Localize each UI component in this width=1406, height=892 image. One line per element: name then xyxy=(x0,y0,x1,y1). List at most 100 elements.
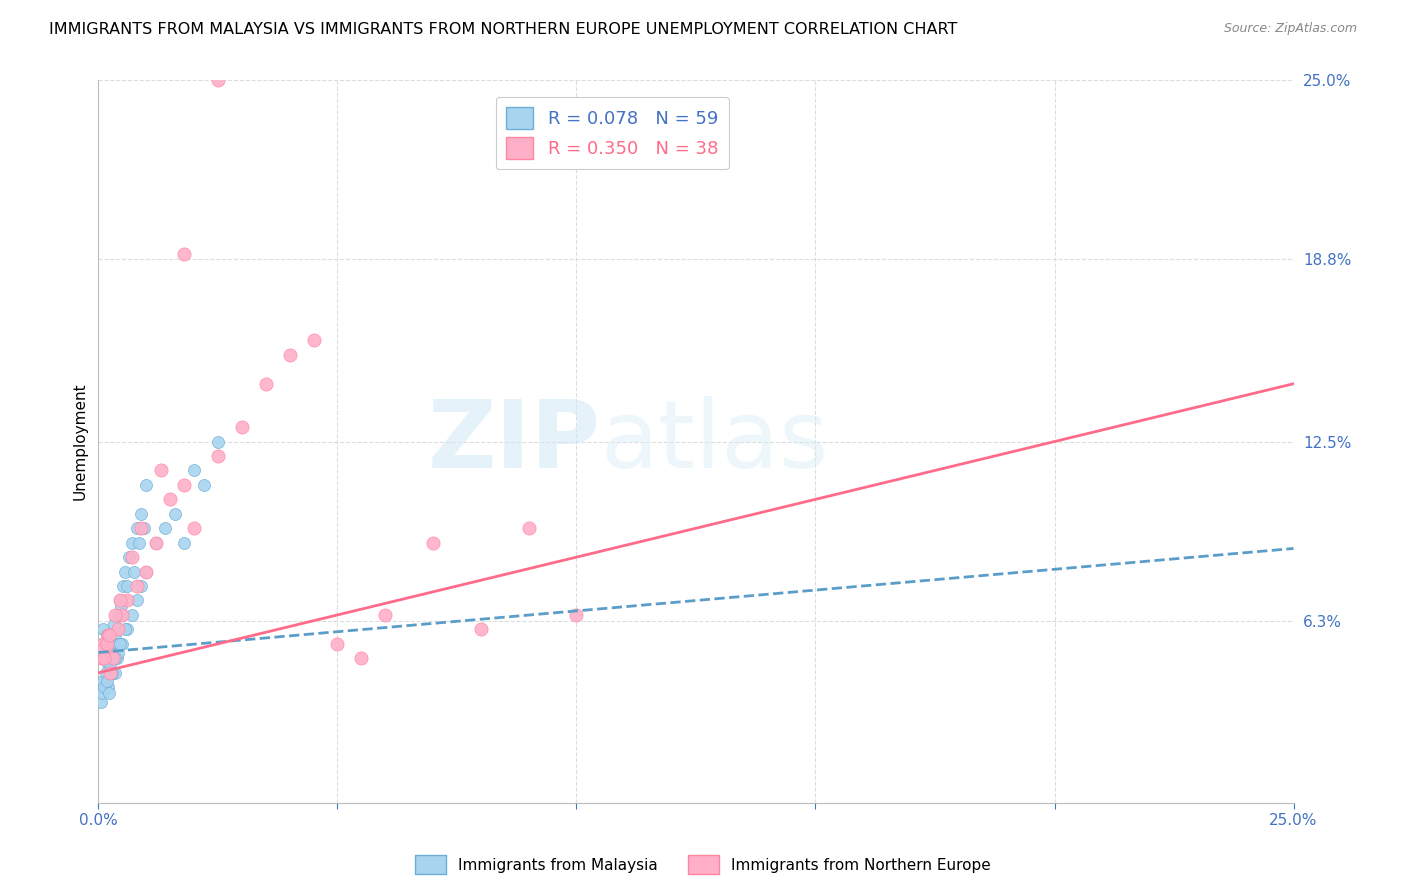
Point xyxy=(101,651,124,665)
Point xyxy=(135,478,157,492)
Point xyxy=(112,579,135,593)
Text: IMMIGRANTS FROM MALAYSIA VS IMMIGRANTS FROM NORTHERN EUROPE UNEMPLOYMENT CORRELA: IMMIGRANTS FROM MALAYSIA VS IMMIGRANTS F… xyxy=(49,22,957,37)
Point xyxy=(422,535,444,549)
Point xyxy=(94,646,117,660)
Point xyxy=(97,628,120,642)
Point xyxy=(173,478,195,492)
Point xyxy=(97,628,120,642)
Point xyxy=(101,665,124,680)
Point xyxy=(207,434,229,449)
Point xyxy=(350,651,373,665)
Point xyxy=(108,593,131,607)
Point xyxy=(111,607,134,622)
Text: Source: ZipAtlas.com: Source: ZipAtlas.com xyxy=(1223,22,1357,36)
Point xyxy=(91,637,114,651)
Point xyxy=(90,651,112,665)
Point xyxy=(101,665,124,680)
Point xyxy=(131,579,153,593)
Point xyxy=(111,637,134,651)
Point xyxy=(96,637,118,651)
Point xyxy=(108,637,131,651)
Point xyxy=(207,73,229,87)
Point xyxy=(110,599,132,614)
Point xyxy=(173,535,195,549)
Point xyxy=(254,376,277,391)
Point xyxy=(98,657,122,671)
Point xyxy=(183,521,205,535)
Point xyxy=(131,507,153,521)
Point xyxy=(128,535,150,549)
Point xyxy=(104,628,127,642)
Point xyxy=(183,463,205,477)
Point xyxy=(155,521,177,535)
Point xyxy=(97,680,120,694)
Point xyxy=(207,449,229,463)
Point xyxy=(115,623,138,637)
Point xyxy=(163,507,186,521)
Point xyxy=(104,665,127,680)
Point xyxy=(149,463,172,477)
Point xyxy=(121,550,143,565)
Point xyxy=(96,674,118,689)
Point xyxy=(108,593,131,607)
Point xyxy=(115,579,138,593)
Point xyxy=(91,674,114,689)
Point xyxy=(132,521,155,535)
Point xyxy=(104,607,127,622)
Point xyxy=(159,492,181,507)
Point xyxy=(107,607,129,622)
Point xyxy=(118,550,141,565)
Point xyxy=(145,535,167,549)
Point xyxy=(91,623,114,637)
Point xyxy=(131,521,153,535)
Point xyxy=(565,607,588,622)
Point xyxy=(121,607,143,622)
Y-axis label: Unemployment: Unemployment xyxy=(72,383,87,500)
Point xyxy=(517,521,540,535)
Point xyxy=(121,535,143,549)
Legend: R = 0.078   N = 59, R = 0.350   N = 38: R = 0.078 N = 59, R = 0.350 N = 38 xyxy=(495,96,730,169)
Point xyxy=(115,593,138,607)
Point xyxy=(107,646,129,660)
Point xyxy=(97,657,120,671)
Point xyxy=(135,565,157,579)
Point xyxy=(111,607,134,622)
Point xyxy=(96,628,118,642)
Point xyxy=(107,623,129,637)
Point xyxy=(107,637,129,651)
Text: ZIP: ZIP xyxy=(427,395,600,488)
Point xyxy=(374,607,396,622)
Point xyxy=(231,420,253,434)
Point xyxy=(302,334,325,348)
Point xyxy=(93,651,115,665)
Point xyxy=(98,665,122,680)
Point xyxy=(105,651,128,665)
Point xyxy=(135,565,157,579)
Point xyxy=(91,637,114,651)
Point xyxy=(470,623,492,637)
Point xyxy=(91,686,114,700)
Point xyxy=(278,348,301,362)
Point xyxy=(97,642,120,657)
Point xyxy=(124,565,146,579)
Point xyxy=(104,651,127,665)
Point xyxy=(114,623,136,637)
Point xyxy=(90,651,112,665)
Text: atlas: atlas xyxy=(600,395,828,488)
Point xyxy=(90,695,112,709)
Point xyxy=(173,246,195,260)
Point xyxy=(193,478,215,492)
Point xyxy=(145,535,167,549)
Point xyxy=(125,521,148,535)
Point xyxy=(101,637,124,651)
Point xyxy=(326,637,349,651)
Point xyxy=(93,680,115,694)
Point xyxy=(114,565,136,579)
Point xyxy=(98,651,122,665)
Point xyxy=(91,642,114,657)
Point xyxy=(93,651,115,665)
Legend: Immigrants from Malaysia, Immigrants from Northern Europe: Immigrants from Malaysia, Immigrants fro… xyxy=(409,849,997,880)
Point xyxy=(125,579,148,593)
Point xyxy=(94,646,117,660)
Point xyxy=(103,616,125,631)
